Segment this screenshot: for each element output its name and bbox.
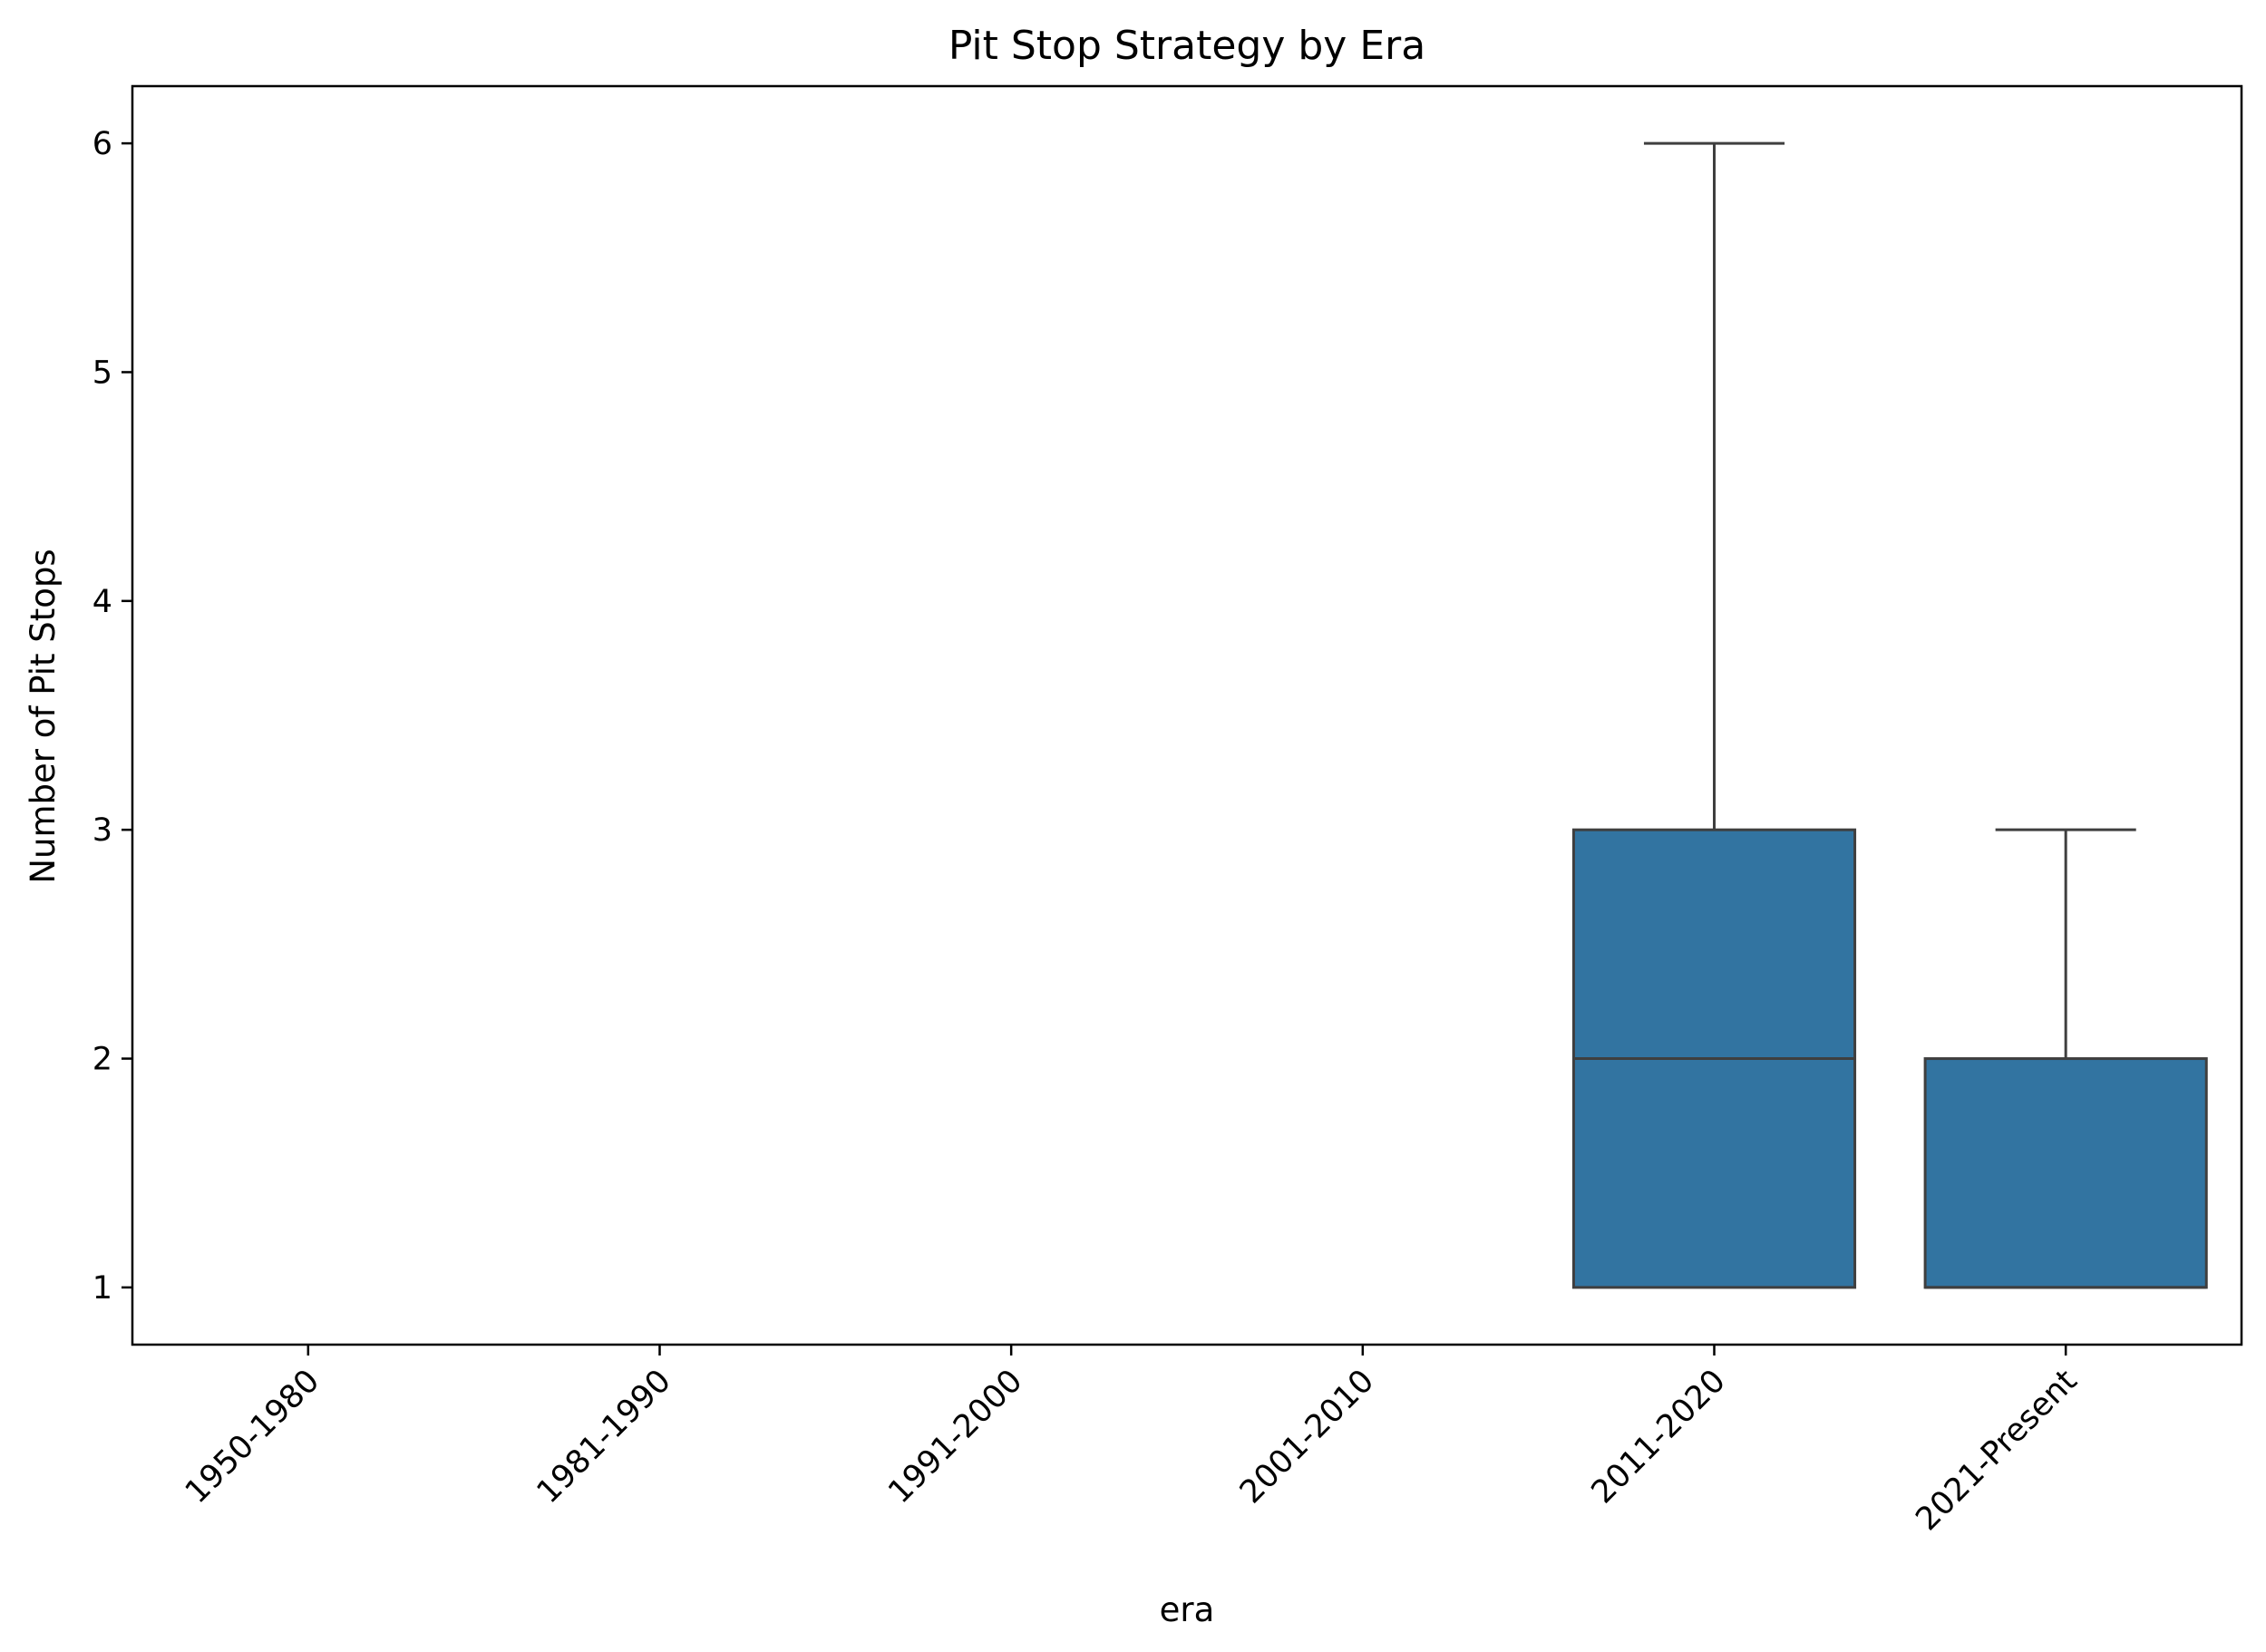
x-tick-label-2001-2010: 2001-2010: [1233, 1363, 1381, 1511]
plot-frame: [131, 84, 2243, 1346]
x-tick-label-1981-1990: 1981-1990: [530, 1363, 678, 1511]
x-tick-label-2021-present: 2021-Present: [1909, 1363, 2084, 1538]
x-tick-label-2011-2020: 2011-2020: [1585, 1363, 1733, 1511]
y-tick-label-5: 5: [92, 355, 112, 391]
y-axis-label: Number of Pit Stops: [24, 549, 63, 883]
x-axis-label: era: [1160, 1590, 1215, 1629]
box-2021-present: [1923, 1057, 2208, 1289]
chart-title: Pit Stop Strategy by Era: [948, 23, 1425, 69]
x-tick-label-1950-1980: 1950-1980: [179, 1363, 326, 1511]
y-tick-label-1: 1: [92, 1270, 112, 1307]
y-tick-label-4: 4: [92, 584, 112, 620]
y-tick-label-6: 6: [92, 126, 112, 162]
y-tick-label-2: 2: [92, 1042, 112, 1078]
x-tick-label-1991-2000: 1991-2000: [881, 1363, 1029, 1511]
axes: 1 2 3 4 5 6 1950-1980 1981-1990 1991-2000 2001-20…: [92, 84, 2243, 1538]
plot-area: [1571, 141, 2208, 1289]
y-tick-label-3: 3: [92, 812, 112, 849]
